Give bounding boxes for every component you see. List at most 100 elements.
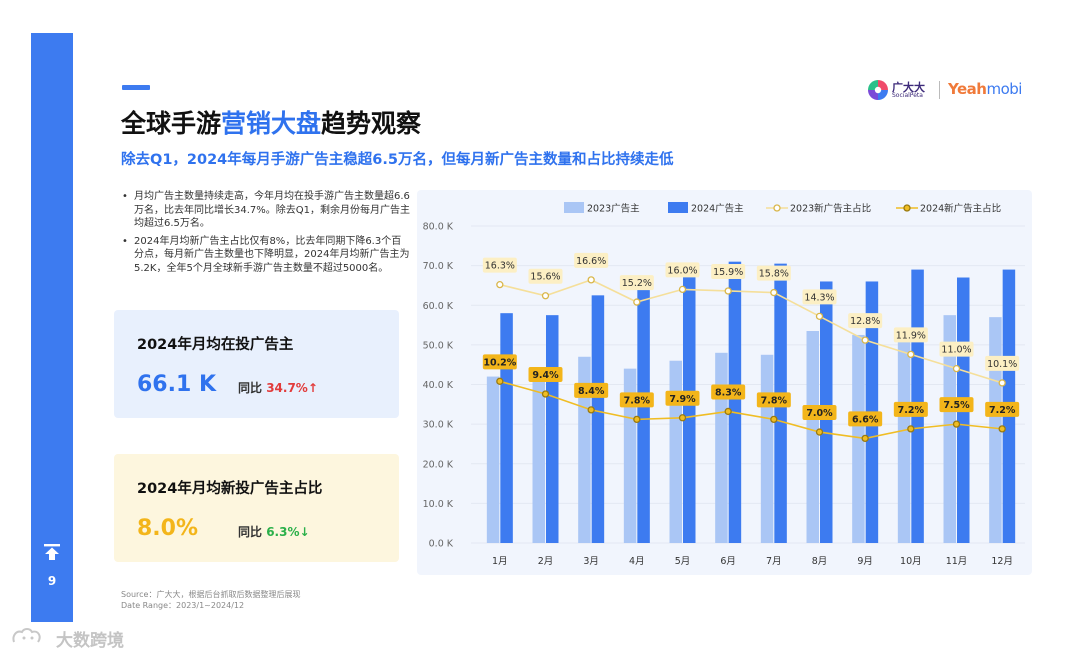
x-tick-label: 10月 bbox=[900, 556, 922, 567]
legend-label: 2023新广告主占比 bbox=[790, 203, 871, 215]
data-label-2024: 7.5% bbox=[943, 400, 970, 411]
page-title: 全球手游营销大盘趋势观察 bbox=[121, 104, 421, 140]
label-bg-2024 bbox=[619, 392, 654, 408]
line-2023-point bbox=[678, 285, 687, 294]
bar-2024 bbox=[728, 261, 742, 543]
data-label-2024: 7.2% bbox=[898, 405, 925, 416]
y-tick-label: 0.0 K bbox=[429, 539, 454, 550]
source-note: Source：广大大，根据后台抓取后数据整理后展现 Date Range：202… bbox=[121, 589, 300, 611]
data-label-2024: 6.6% bbox=[852, 414, 879, 425]
data-label-2023: 16.6% bbox=[576, 256, 606, 267]
watermark-text: 大数跨境 bbox=[56, 631, 124, 651]
x-tick-label: 9月 bbox=[857, 556, 873, 567]
card-value: 8.0% bbox=[137, 516, 199, 541]
card-value: 66.1 K bbox=[137, 372, 216, 397]
bar-2023 bbox=[897, 329, 911, 543]
label-bg-2024 bbox=[893, 401, 928, 417]
legend-label: 2023广告主 bbox=[587, 203, 640, 215]
date-range-line: Date Range：2023/1~2024/12 bbox=[121, 601, 245, 610]
x-tick-label: 1月 bbox=[492, 556, 508, 567]
bar-2023 bbox=[623, 368, 637, 543]
label-bg-2023 bbox=[893, 327, 928, 343]
bar-2023 bbox=[943, 315, 956, 543]
left-accent-bar bbox=[31, 33, 73, 622]
label-bg-2024 bbox=[985, 401, 1020, 417]
data-label-2024: 7.8% bbox=[624, 395, 651, 406]
line-2024-point bbox=[815, 428, 824, 436]
x-tick-label: 11月 bbox=[946, 556, 968, 567]
line-2023-point bbox=[952, 364, 961, 373]
bar-2024 bbox=[637, 281, 650, 543]
line-2024-point bbox=[907, 425, 915, 433]
socialpeta-en: SocialPeta bbox=[892, 92, 923, 99]
line-2024-point bbox=[770, 415, 778, 424]
label-bg-2023 bbox=[574, 252, 609, 268]
y-tick-label: 40.0 K bbox=[423, 380, 454, 391]
bar-2023 bbox=[669, 360, 682, 543]
card-yoy: 同比 6.3%↓ bbox=[238, 523, 310, 540]
label-bg-2023 bbox=[802, 289, 837, 305]
page-subtitle: 除去Q1，2024年每月手游广告主稳超6.5万名，但每月新广告主数量和占比持续走… bbox=[121, 152, 674, 168]
advertiser-trend-chart: 0.0 K 10.0 K 20.0 K 30.0 K 40.0 K 50.0 K 60.0 … bbox=[423, 202, 1025, 567]
label-bg-2024 bbox=[528, 367, 563, 383]
label-bg-2023 bbox=[665, 262, 700, 278]
label-bg-2024 bbox=[665, 390, 700, 406]
data-label-2024: 10.2% bbox=[483, 357, 516, 368]
y-tick-label: 50.0 K bbox=[423, 340, 454, 351]
yeahmobi-yeah: Yeah bbox=[948, 80, 987, 98]
data-label-2024: 7.9% bbox=[669, 394, 696, 405]
yeahmobi-mobi: mobi bbox=[986, 80, 1022, 98]
line-2024-point bbox=[541, 390, 550, 398]
line-2024-point bbox=[496, 377, 504, 385]
legend-swatch-2024 bbox=[668, 202, 688, 213]
line-2023-point bbox=[770, 288, 778, 297]
y-tick-label: 20.0 K bbox=[423, 459, 454, 470]
line-2024-point bbox=[633, 415, 641, 424]
y-tick-label: 60.0 K bbox=[423, 301, 454, 312]
label-bg-2024 bbox=[939, 397, 974, 413]
title-accent-dash bbox=[122, 85, 150, 90]
socialpeta-cn: 广大大 bbox=[892, 81, 925, 94]
line-2024-point bbox=[952, 420, 961, 428]
home-icon[interactable] bbox=[43, 543, 61, 561]
bar-2024 bbox=[591, 295, 605, 543]
brand-logos: 广大大 SocialPeta Yeahmobi bbox=[868, 78, 1038, 104]
label-bg-2023 bbox=[985, 355, 1020, 371]
y-tick-label: 70.0 K bbox=[423, 261, 454, 272]
data-label-2023: 11.9% bbox=[896, 330, 926, 341]
socialpeta-logo-icon bbox=[868, 80, 888, 100]
logo-divider bbox=[939, 81, 940, 99]
line-2023-point bbox=[998, 379, 1006, 387]
watermark-logo-icon bbox=[12, 628, 41, 643]
line-2024-point bbox=[861, 434, 869, 443]
x-tick-label: 6月 bbox=[720, 556, 736, 567]
yoy-value: 6.3%↓ bbox=[266, 525, 310, 539]
line-2024-point bbox=[587, 406, 595, 414]
new-advertisers-card: 2024年月均新投广告主占比 8.0% 同比 6.3%↓ bbox=[114, 454, 399, 562]
line-2023-point bbox=[815, 312, 824, 320]
bar-2023 bbox=[486, 376, 500, 543]
title-part2: 趋势观察 bbox=[321, 109, 422, 138]
legend-swatch-2023 bbox=[564, 202, 584, 213]
y-tick-label: 30.0 K bbox=[423, 420, 454, 431]
line-2023-point bbox=[633, 298, 641, 306]
avg-advertisers-card: 2024年月均在投广告主 66.1 K 同比 34.7%↑ bbox=[114, 310, 399, 418]
bar-2024 bbox=[683, 273, 696, 543]
bar-2024 bbox=[546, 315, 559, 543]
data-label-2024: 8.4% bbox=[578, 386, 605, 397]
yoy-label: 同比 bbox=[238, 525, 263, 539]
yoy-value: 34.7%↑ bbox=[266, 381, 318, 395]
data-label-2023: 11.0% bbox=[941, 345, 971, 356]
legend-marker-2023 bbox=[773, 204, 781, 212]
label-bg-2023 bbox=[711, 263, 746, 279]
line-2024-point bbox=[998, 425, 1006, 433]
label-bg-2024 bbox=[711, 384, 746, 400]
x-tick-label: 5月 bbox=[675, 556, 691, 567]
x-tick-label: 12月 bbox=[991, 556, 1013, 567]
data-label-2023: 15.6% bbox=[530, 272, 560, 283]
label-bg-2023 bbox=[756, 265, 791, 281]
data-label-2023: 10.1% bbox=[987, 359, 1017, 370]
y-tick-label: 10.0 K bbox=[423, 499, 454, 510]
legend-label: 2024新广告主占比 bbox=[920, 203, 1001, 215]
bar-2023 bbox=[715, 352, 728, 543]
